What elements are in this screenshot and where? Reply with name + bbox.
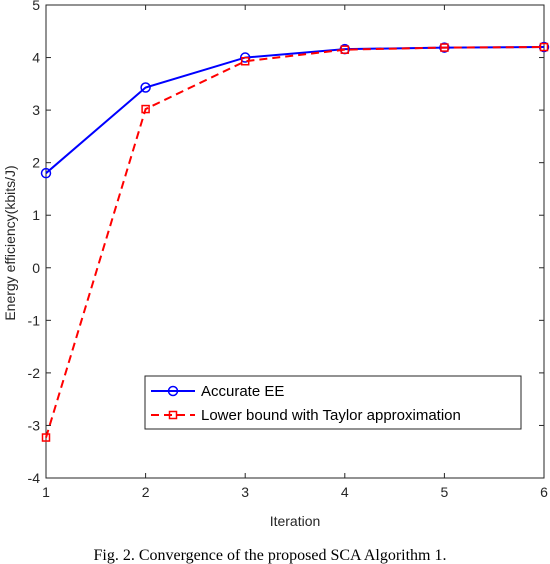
y-tick-label: 2 [32,155,40,171]
y-tick-label: 5 [32,0,40,13]
series-2 [41,42,549,442]
data-point [240,56,250,66]
x-tick-label: 2 [142,484,150,500]
x-tick-label: 6 [540,484,548,500]
plot-area [45,4,545,479]
series-line [45,46,545,438]
y-tick-label: 3 [32,102,40,118]
series-layer [40,41,550,442]
legend: Accurate EE Lower bound with Taylor appro… [144,375,522,430]
legend-label: Lower bound with Taylor approximation [201,407,461,424]
x-axis-ticks: 1 2 3 4 5 6 [42,5,548,500]
legend-swatch-marker [167,385,179,397]
data-point [141,104,150,114]
y-tick-label: -3 [28,417,41,433]
legend-box [144,375,522,430]
y-tick-label: -4 [28,470,41,486]
axes-box [45,4,545,479]
x-tick-label: 3 [241,484,249,500]
y-tick-label: -1 [28,312,41,328]
data-point [239,52,251,63]
data-point [340,45,350,54]
x-tick-label: 5 [441,484,449,500]
x-tick-label: 1 [42,484,50,500]
y-tick-label: 1 [32,207,40,223]
legend-entry: Accurate EE [151,383,284,400]
x-tick-label: 4 [341,484,349,500]
data-point [40,167,52,179]
y-axis-ticks: -4 -3 -2 -1 0 1 2 3 4 5 [28,0,544,486]
y-tick-label: 4 [32,50,40,66]
data-point [539,42,549,52]
legend-swatch-marker [168,410,178,420]
y-tick-label: -2 [28,365,41,381]
data-point [439,42,450,53]
legend-entry: Lower bound with Taylor approximation [151,407,461,424]
data-point [41,433,51,442]
y-tick-label: 0 [32,260,40,276]
x-axis-label: Iteration [270,513,321,529]
figure-caption: Fig. 2. Convergence of the proposed SCA … [93,547,446,564]
data-point [440,43,449,52]
series-line [45,46,545,174]
series-1 [40,41,550,179]
y-axis-label: Energy efficiency(kbits/J) [2,165,18,320]
data-point [140,82,151,93]
legend-label: Accurate EE [201,383,284,400]
